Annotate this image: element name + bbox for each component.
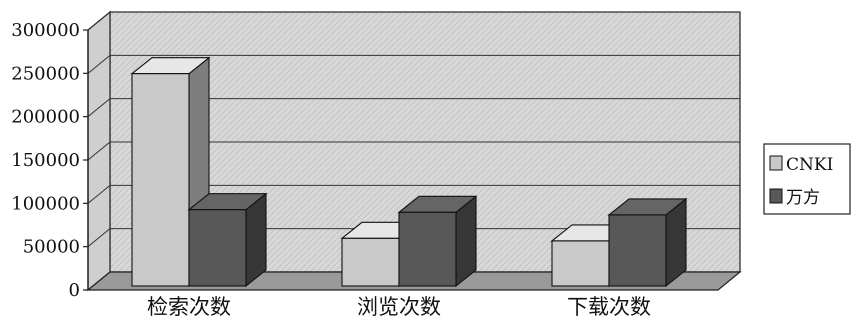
gridline <box>87 98 740 118</box>
gridline <box>87 54 740 74</box>
bar-wanfang-3 <box>607 197 688 288</box>
legend: CNKI 万方 <box>763 143 851 215</box>
x-axis: 检索次数 浏览次数 下载次数 <box>147 295 651 319</box>
legend-swatch <box>769 188 783 204</box>
y-tick-label: 50000 <box>23 237 80 258</box>
x-category-label: 浏览次数 <box>357 295 441 319</box>
gridline <box>87 11 740 31</box>
bar-front-face <box>398 211 457 287</box>
y-tick-label: 200000 <box>11 107 80 128</box>
gridlines <box>87 11 740 248</box>
y-tick-label: 0 <box>69 280 80 301</box>
bar-front-face <box>608 214 667 287</box>
bar-front-face <box>341 237 400 287</box>
bar-front-face <box>131 73 190 287</box>
gridline <box>87 141 740 161</box>
legend-label: 万方 <box>786 188 820 208</box>
gridline <box>87 228 740 248</box>
x-category-label: 检索次数 <box>147 295 231 319</box>
gridline <box>87 184 740 204</box>
y-tick-label: 150000 <box>11 150 80 171</box>
y-tick-label: 300000 <box>11 20 80 41</box>
x-category-label: 下载次数 <box>567 295 651 319</box>
bars <box>130 56 688 288</box>
bar-wanfang-2 <box>397 195 478 288</box>
bar-front-face <box>551 240 610 287</box>
bar-front-face <box>188 209 247 287</box>
y-tick-label: 100000 <box>11 193 80 214</box>
y-tick-label: 250000 <box>11 63 80 84</box>
legend-swatch <box>769 155 783 171</box>
legend-label: CNKI <box>786 155 833 175</box>
bar-wanfang-1 <box>187 192 268 288</box>
y-axis: 0 50000 100000 150000 200000 250000 300000 <box>11 20 89 301</box>
